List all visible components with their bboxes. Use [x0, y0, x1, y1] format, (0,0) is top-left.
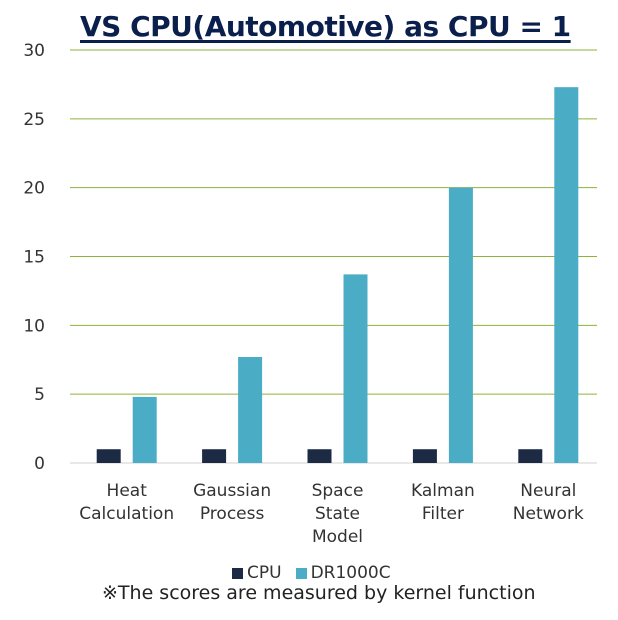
bar-cpu-4 [518, 449, 543, 463]
category-label: Filter [422, 504, 464, 524]
category-label: Gaussian [193, 481, 271, 501]
bar-dr1000c-4 [554, 87, 579, 464]
footnote: ※The scores are measured by kernel funct… [102, 582, 536, 604]
category-label: Model [312, 527, 363, 547]
bar-chart: 0 5 10 15 20 25 30 Heat Calculation Gaussian Proc… [23, 41, 597, 547]
bar-cpu-0 [96, 449, 121, 463]
y-tick-label: 15 [23, 248, 45, 268]
bar-dr1000c-3 [448, 187, 473, 463]
chart-title: VS CPU(Automotive) as CPU = 1 [80, 10, 571, 43]
y-tick-label: 0 [34, 454, 45, 474]
y-tick-label: 30 [23, 41, 45, 61]
legend-swatch-dr1000c [295, 567, 307, 579]
category-label: Network [513, 504, 584, 524]
bar-dr1000c-0 [132, 396, 157, 463]
y-tick-label: 10 [23, 316, 45, 336]
y-tick-label: 25 [23, 110, 45, 130]
bar-cpu-2 [307, 449, 332, 463]
category-label: Heat [107, 481, 148, 501]
legend-swatch-cpu [232, 567, 243, 579]
category-label: Process [200, 504, 265, 524]
category-label: State [315, 504, 360, 524]
bar-cpu-3 [412, 449, 437, 463]
legend: CPU DR1000C [232, 563, 405, 583]
bar-cpu-1 [202, 449, 227, 463]
category-label: Calculation [79, 504, 174, 524]
bar-dr1000c-1 [238, 356, 263, 463]
bar-dr1000c-2 [343, 274, 368, 463]
category-label: Kalman [411, 481, 475, 501]
bars [96, 87, 579, 464]
y-tick-label: 20 [23, 179, 45, 199]
category-label: Space [312, 481, 364, 501]
legend-item-cpu: CPU [232, 563, 282, 583]
legend-label-cpu: CPU [247, 563, 282, 583]
x-axis-categories: Heat Calculation Gaussian Process Space State… [79, 481, 584, 547]
gridlines [70, 49, 597, 464]
legend-label-dr1000c: DR1000C [310, 563, 391, 583]
y-axis-ticks: 0 5 10 15 20 25 30 [23, 41, 45, 474]
legend-item-dr1000c: DR1000C [295, 563, 391, 583]
y-tick-label: 5 [34, 385, 45, 405]
category-label: Neural [520, 481, 576, 501]
